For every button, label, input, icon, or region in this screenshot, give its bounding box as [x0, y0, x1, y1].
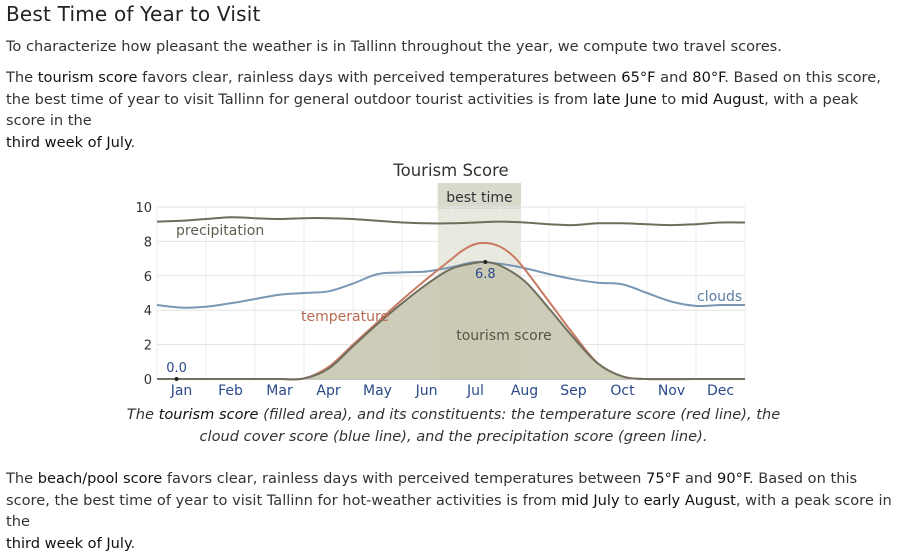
clouds-label: clouds — [697, 289, 742, 305]
x-tick-label: Jul — [466, 383, 484, 399]
tourism-score-label: tourism score — [456, 328, 552, 344]
chart-title: Tourism Score — [392, 161, 508, 180]
tourism-score-area — [157, 261, 745, 380]
x-tick-label: Oct — [610, 383, 635, 399]
temperature-label: temperature — [301, 309, 389, 325]
beach-paragraph: The beach/pool score favors clear, rainl… — [6, 470, 892, 552]
annotation-dot — [483, 260, 488, 265]
section-title: Best Time of Year to Visit — [6, 2, 261, 26]
beach-score-term: beach/pool score — [37, 470, 163, 487]
x-tick-label: Dec — [707, 383, 734, 399]
x-tick-label: Feb — [218, 383, 243, 399]
x-tick-label: Jan — [170, 383, 193, 399]
x-tick-label: Nov — [658, 383, 685, 399]
precipitation-line — [156, 216, 746, 227]
y-tick-label: 4 — [144, 304, 152, 319]
tourism-score-term: tourism score — [37, 69, 138, 86]
y-tick-label: 8 — [144, 235, 152, 250]
x-tick-label: Jun — [415, 383, 438, 399]
annotation-label: 0.0 — [166, 361, 187, 376]
x-tick-label: Aug — [511, 383, 538, 399]
annotation-dot — [174, 377, 179, 381]
x-tick-label: Mar — [266, 383, 293, 399]
y-tick-label: 6 — [144, 270, 152, 285]
tourism-score-chart: best time Tourism Score 0 2 4 6 8 10 Jan Feb Mar Ap… — [135, 161, 746, 399]
precipitation-label: precipitation — [176, 223, 264, 239]
x-tick-label: Apr — [316, 383, 340, 399]
y-tick-label: 0 — [144, 373, 152, 388]
annotation-label: 6.8 — [475, 267, 496, 282]
y-tick-label: 2 — [144, 339, 152, 354]
tourism-score-line — [156, 260, 745, 381]
x-tick-label: May — [363, 383, 392, 399]
x-tick-label: Sep — [560, 383, 587, 399]
chart-caption: The tourism score (filled area), and its… — [126, 406, 781, 445]
intro-paragraph: To characterize how pleasant the weather… — [6, 38, 782, 55]
best-time-label-bg — [437, 183, 522, 209]
tourism-paragraph: The tourism score favors clear, rainless… — [6, 69, 881, 151]
best-time-label: best time — [446, 190, 512, 206]
y-tick-label: 10 — [135, 201, 152, 216]
clouds-line — [156, 260, 746, 309]
